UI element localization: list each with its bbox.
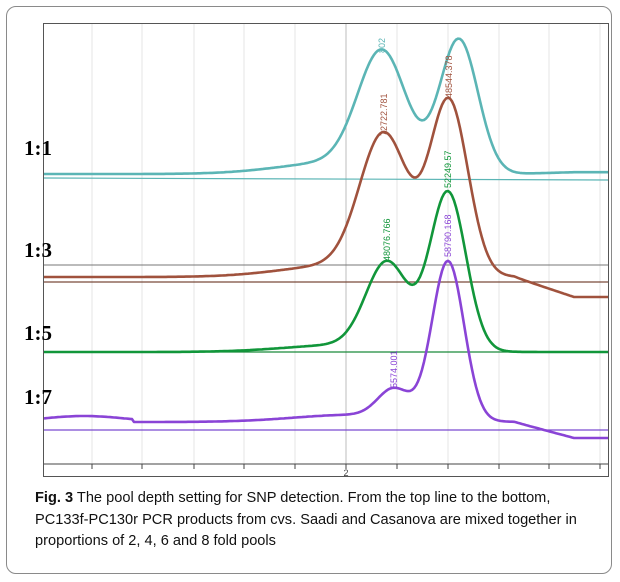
figure-caption: Fig. 3 The pool depth setting for SNP de… xyxy=(35,488,605,553)
peak-label: 72722.781 xyxy=(379,93,389,136)
trace-1-1 xyxy=(44,37,608,176)
peak-label: 802 xyxy=(377,38,387,53)
trace-1-3 xyxy=(44,96,608,299)
pool-label-1-3: 1:3 xyxy=(24,238,52,262)
trace-1-7 xyxy=(44,259,608,440)
caption-text: The pool depth setting for SNP detection… xyxy=(35,490,577,549)
pool-label-1-5: 1:5 xyxy=(24,321,52,345)
caption-label: Fig. 3 xyxy=(35,490,74,506)
peak-label: 52249.57 xyxy=(443,150,453,188)
peak-label: 48076.766 xyxy=(382,218,392,261)
pool-label-1-7: 1:7 xyxy=(24,385,52,409)
chromatogram-svg: 2 802 72722.781 48544.378 48076.766 52249.57 5… xyxy=(44,24,608,477)
figure-frame: 2 802 72722.781 48544.378 48076.766 52249.57 5… xyxy=(6,6,612,574)
baseline-1-1 xyxy=(44,177,608,181)
trace-1-5 xyxy=(44,189,608,354)
peak-label: 58790.168 xyxy=(443,214,453,257)
peak-label: 48544.378 xyxy=(444,55,454,98)
x-tick-label: 2 xyxy=(343,468,348,477)
peak-label: 5574.001 xyxy=(389,350,399,388)
chromatogram-plot: 2 802 72722.781 48544.378 48076.766 52249.57 5… xyxy=(43,23,609,477)
pool-label-1-1: 1:1 xyxy=(24,136,52,160)
